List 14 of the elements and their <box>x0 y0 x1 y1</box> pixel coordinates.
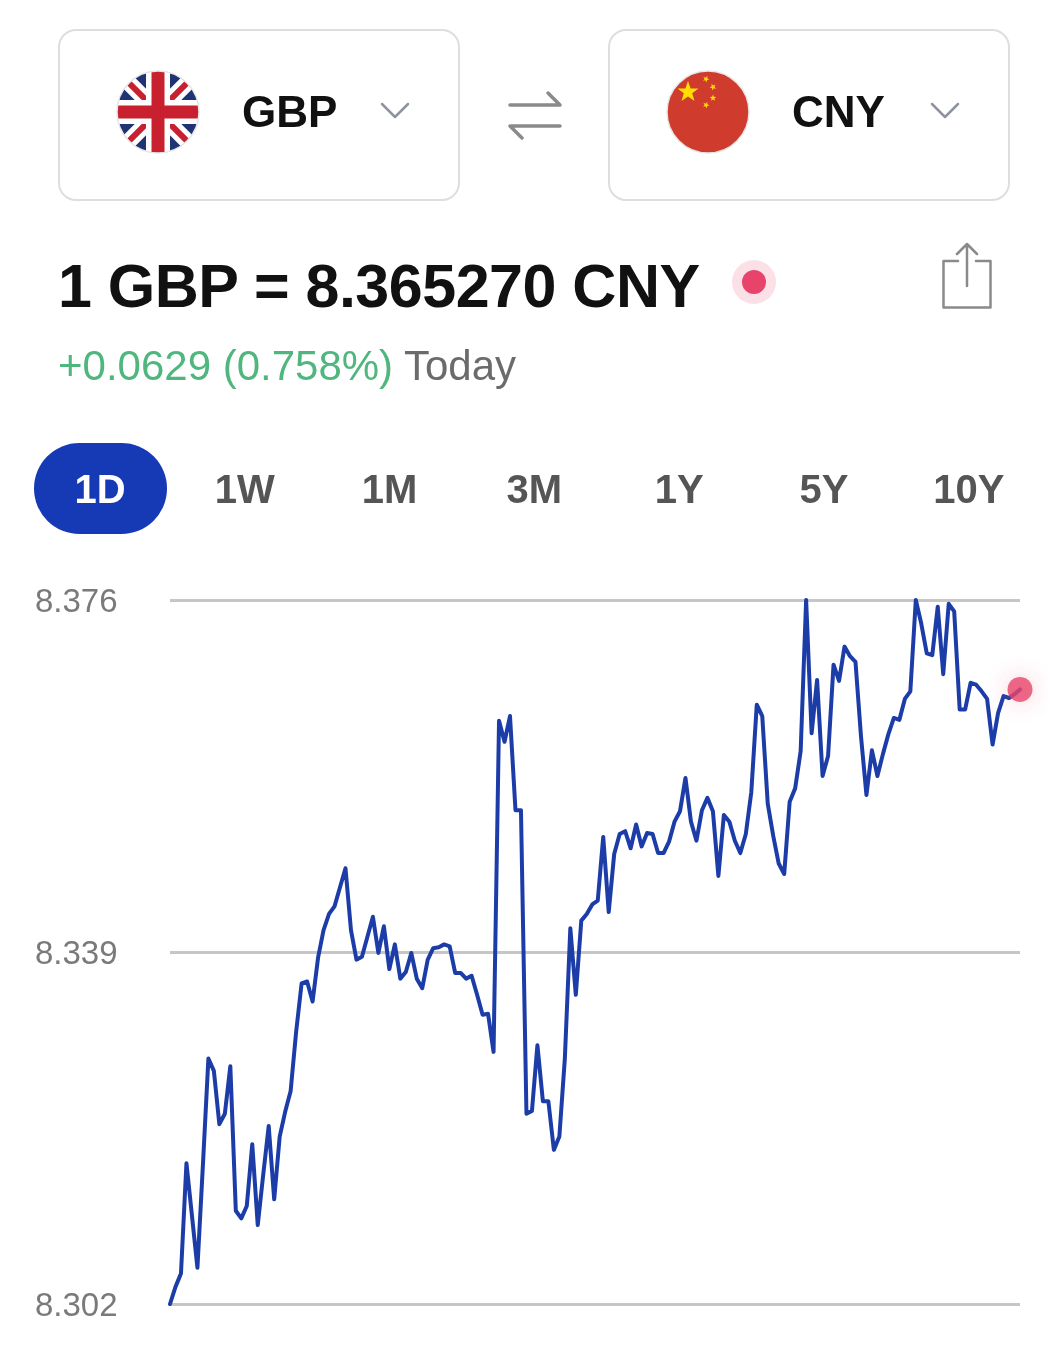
y-tick-label: 8.302 <box>35 1285 118 1323</box>
text: 10Y <box>933 467 1005 511</box>
text: 1D <box>74 467 126 511</box>
text: GBP <box>242 87 338 136</box>
y-tick-label: 8.339 <box>35 933 118 971</box>
chart-subtitle: +0.0629 (0.758%) Today <box>58 342 517 389</box>
text: 5Y <box>799 467 849 511</box>
text: 1W <box>214 467 275 511</box>
text: CNY <box>792 87 885 136</box>
text: 3M <box>506 467 563 511</box>
y-tick-label: 8.376 <box>35 581 118 619</box>
text: 1M <box>361 467 418 511</box>
chart-title: 1 GBP = 8.365270 CNY <box>58 252 700 321</box>
text: 1Y <box>654 467 704 511</box>
